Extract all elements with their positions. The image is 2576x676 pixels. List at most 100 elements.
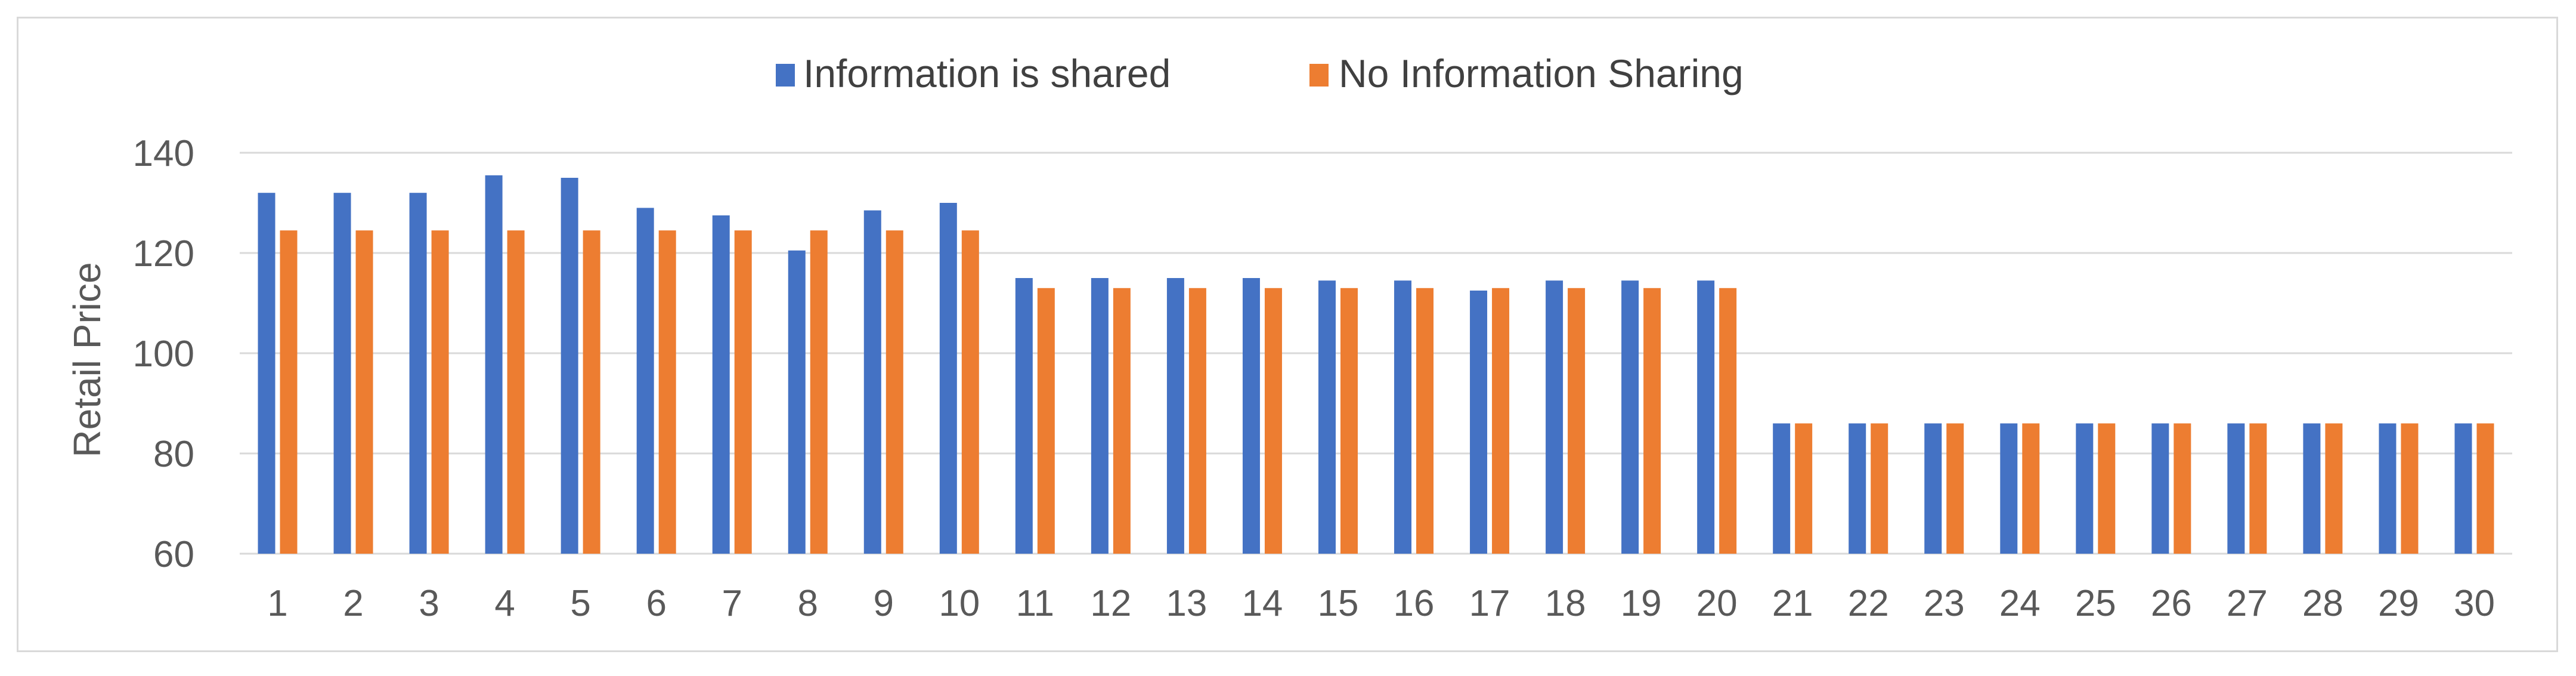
- bar-information-shared: [1621, 280, 1639, 554]
- bar-information-shared: [1015, 278, 1033, 554]
- x-tick-label: 2: [343, 583, 363, 624]
- x-tick-label: 13: [1166, 583, 1207, 624]
- bar-no-information-sharing: [507, 230, 525, 554]
- bar-no-information-sharing: [810, 230, 828, 554]
- bar-no-information-sharing: [1340, 288, 1358, 554]
- bar-no-information-sharing: [658, 230, 676, 554]
- bar-information-shared: [1318, 280, 1336, 554]
- bars: [258, 175, 2494, 554]
- y-tick-label: 80: [153, 434, 194, 475]
- legend-label-information-shared: Information is shared: [803, 51, 1171, 95]
- bar-no-information-sharing: [1871, 423, 1888, 554]
- x-tick-label: 29: [2378, 583, 2419, 624]
- bar-no-information-sharing: [2476, 423, 2494, 554]
- bar-information-shared: [1697, 280, 1715, 554]
- bar-no-information-sharing: [1643, 288, 1661, 554]
- x-tick-label: 22: [1848, 583, 1889, 624]
- x-tick-label: 20: [1696, 583, 1738, 624]
- bar-information-shared: [1546, 280, 1563, 554]
- bar-information-shared: [1242, 278, 1260, 554]
- bar-no-information-sharing: [886, 230, 903, 554]
- x-tick-label: 12: [1090, 583, 1131, 624]
- y-tick-label: 140: [133, 133, 194, 174]
- x-tick-label: 6: [646, 583, 666, 624]
- x-tick-label: 1: [267, 583, 287, 624]
- legend: Information is shared No Information Sha…: [776, 51, 1744, 95]
- legend-label-no-information-sharing: No Information Sharing: [1339, 51, 1744, 95]
- x-tick-label: 3: [419, 583, 439, 624]
- x-tick-label: 28: [2302, 583, 2343, 624]
- bar-information-shared: [939, 203, 957, 554]
- y-tick-label: 100: [133, 334, 194, 375]
- x-tick-label: 4: [494, 583, 515, 624]
- gridlines: [240, 152, 2512, 555]
- bar-no-information-sharing: [2325, 423, 2343, 554]
- bar-no-information-sharing: [1264, 288, 1282, 554]
- bar-information-shared: [2151, 423, 2169, 554]
- x-tick-label: 18: [1545, 583, 1586, 624]
- y-tick-label: 60: [153, 534, 194, 575]
- bar-no-information-sharing: [734, 230, 752, 554]
- bar-information-shared: [2454, 423, 2472, 554]
- bar-no-information-sharing: [583, 230, 600, 554]
- bar-no-information-sharing: [961, 230, 979, 554]
- x-tick-label: 19: [1621, 583, 1662, 624]
- bar-information-shared: [1773, 423, 1791, 554]
- bar-information-shared: [2076, 423, 2094, 554]
- y-axis-ticks: 60 80 100 120 140: [133, 133, 194, 575]
- x-tick-label: 7: [722, 583, 742, 624]
- x-tick-label: 9: [874, 583, 894, 624]
- bar-information-shared: [333, 193, 351, 554]
- bar-information-shared: [258, 193, 275, 554]
- bar-information-shared: [1091, 278, 1109, 554]
- x-tick-label: 24: [1999, 583, 2041, 624]
- bar-no-information-sharing: [1568, 288, 1586, 554]
- bar-information-shared: [1924, 423, 1942, 554]
- bar-information-shared: [2227, 423, 2245, 554]
- bar-information-shared: [1166, 278, 1184, 554]
- x-tick-label: 30: [2454, 583, 2495, 624]
- bar-information-shared: [1470, 291, 1488, 554]
- x-tick-label: 27: [2227, 583, 2268, 624]
- bar-no-information-sharing: [2022, 423, 2040, 554]
- bar-no-information-sharing: [355, 230, 373, 554]
- bar-no-information-sharing: [1037, 288, 1055, 554]
- bar-no-information-sharing: [2401, 423, 2419, 554]
- x-tick-label: 26: [2151, 583, 2192, 624]
- x-tick-label: 11: [1016, 583, 1054, 624]
- x-tick-label: 15: [1317, 583, 1358, 624]
- bar-information-shared: [2379, 423, 2397, 554]
- bar-information-shared: [561, 178, 578, 554]
- bar-no-information-sharing: [1492, 288, 1510, 554]
- x-tick-label: 16: [1394, 583, 1435, 624]
- x-axis-ticks: 1 2 3 4 5 6 7 8 9 10 11 12 13 14 15 16 17 18 19 20 21 22 23 24 2…: [267, 583, 2495, 624]
- x-tick-label: 8: [798, 583, 818, 624]
- y-tick-label: 120: [133, 233, 194, 274]
- bar-no-information-sharing: [431, 230, 449, 554]
- bar-no-information-sharing: [1188, 288, 1206, 554]
- bar-information-shared: [788, 250, 806, 554]
- x-tick-label: 14: [1241, 583, 1283, 624]
- bar-no-information-sharing: [2174, 423, 2191, 554]
- bar-no-information-sharing: [2249, 423, 2267, 554]
- y-axis-title: Retail Price: [66, 262, 109, 457]
- bar-information-shared: [1849, 423, 1866, 554]
- bar-no-information-sharing: [1113, 288, 1131, 554]
- bar-no-information-sharing: [1416, 288, 1434, 554]
- bar-information-shared: [712, 215, 730, 554]
- bar-no-information-sharing: [1719, 288, 1737, 554]
- bar-information-shared: [485, 175, 503, 554]
- bar-information-shared: [636, 208, 654, 554]
- x-tick-label: 23: [1924, 583, 1965, 624]
- legend-swatch-information-shared: [776, 64, 795, 87]
- bar-no-information-sharing: [2098, 423, 2116, 554]
- bar-information-shared: [1394, 280, 1412, 554]
- bar-information-shared: [863, 210, 881, 554]
- x-tick-label: 17: [1469, 583, 1510, 624]
- x-tick-label: 5: [570, 583, 590, 624]
- bar-no-information-sharing: [280, 230, 298, 554]
- x-tick-label: 25: [2075, 583, 2116, 624]
- bar-no-information-sharing: [1795, 423, 1813, 554]
- x-tick-label: 21: [1772, 583, 1813, 624]
